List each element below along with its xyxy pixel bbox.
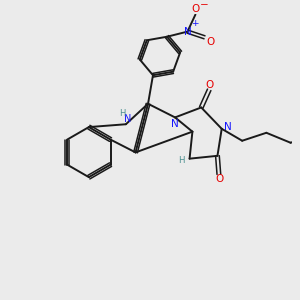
Text: H: H	[178, 156, 185, 165]
Text: H: H	[119, 109, 125, 118]
Text: O: O	[192, 4, 200, 14]
Text: O: O	[215, 174, 223, 184]
Text: O: O	[206, 37, 214, 47]
Text: −: −	[200, 0, 208, 10]
Text: N: N	[124, 114, 131, 124]
Text: +: +	[191, 19, 199, 28]
Text: N: N	[184, 27, 192, 37]
Text: N: N	[224, 122, 232, 132]
Text: N: N	[172, 119, 179, 129]
Text: O: O	[206, 80, 214, 90]
